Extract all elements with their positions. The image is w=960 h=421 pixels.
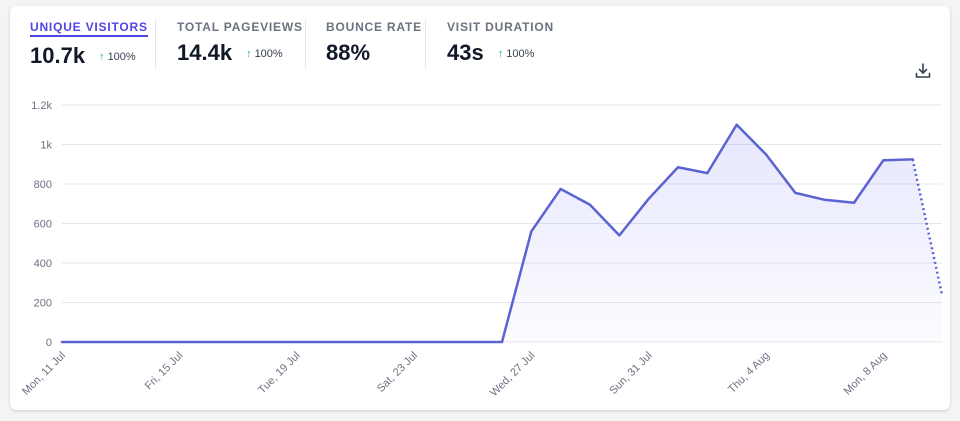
arrow-up-icon: ↑ [246,48,252,60]
divider [305,19,306,69]
stat-unique-visitors[interactable]: Unique visitors 10.7k ↑ 100% [30,20,148,70]
x-tick-label: Sun, 31 Jul [607,350,654,397]
x-tick-label: Fri, 15 Jul [143,350,186,393]
x-tick-label: Mon, 8 Aug [842,350,890,398]
x-tick-label: Wed, 27 Jul [488,350,537,399]
series-area [62,124,942,342]
divider [155,19,156,69]
top-stats: Unique visitors 10.7k ↑ 100% Total pagevi… [10,6,950,76]
x-tick-label: Tue, 19 Jul [256,350,303,397]
stat-label: Bounce rate [326,20,422,34]
y-tick-label: 400 [34,258,52,270]
stat-bounce-rate[interactable]: Bounce rate 88% [326,20,422,70]
stat-visit-duration[interactable]: Visit duration 43s ↑ 100% [447,20,554,70]
x-tick-label: Mon, 11 Jul [20,350,68,398]
y-tick-label: 600 [34,219,52,231]
y-tick-label: 200 [34,298,52,310]
visitors-chart: 0 200 400 600 800 1k 1.2k Mon, 11 Jul Fri, 15 Ju… [20,100,944,399]
download-icon[interactable] [913,61,933,81]
stat-total-pageviews[interactable]: Total pageviews 14.4k ↑ 100% [177,20,303,70]
stat-value: 43s [447,40,484,65]
y-tick-label: 800 [34,179,52,191]
stat-value: 10.7k [30,43,86,68]
stat-change: ↑ 100% [99,51,136,63]
visitors-card: Unique visitors 10.7k ↑ 100% Total pagevi… [10,6,950,410]
y-tick-label: 1k [40,140,52,152]
arrow-up-icon: ↑ [497,48,504,60]
stat-change: ↑ 100% [497,48,535,60]
stat-label: Unique visitors [30,20,148,37]
x-tick-label: Sat, 23 Jul [375,350,420,395]
stat-label: Visit duration [447,20,554,34]
stat-value: 88% [326,40,371,65]
arrow-up-icon: ↑ [99,51,105,63]
stat-change: ↑ 100% [246,48,283,60]
stat-value: 14.4k [177,40,233,65]
y-tick-label: 1.2k [31,100,52,112]
divider [425,19,426,69]
series-line-incomplete [911,159,944,295]
stat-label: Total pageviews [177,20,303,34]
series-line [60,123,914,344]
x-tick-label: Thu, 4 Aug [726,350,772,396]
y-tick-label: 0 [46,337,52,349]
